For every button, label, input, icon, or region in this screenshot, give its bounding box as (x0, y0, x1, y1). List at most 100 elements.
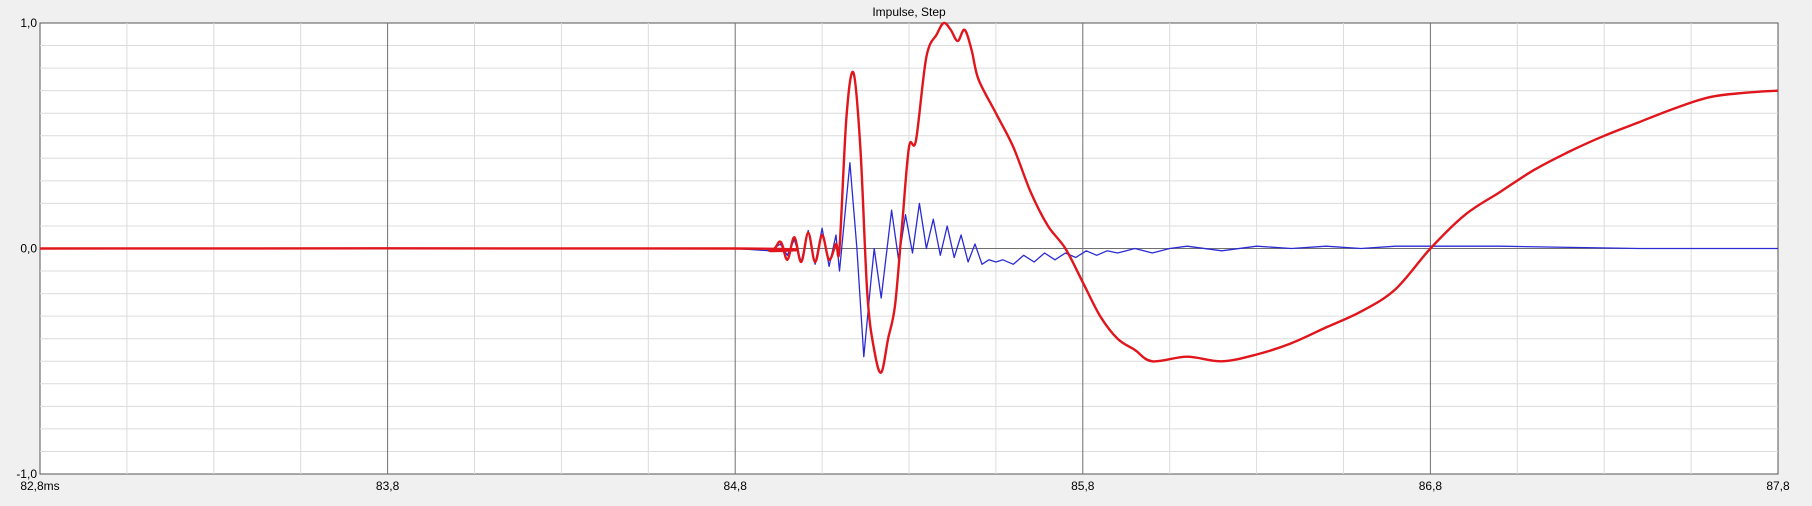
data-point (1673, 108, 1674, 109)
data-point (940, 255, 941, 256)
data-point (1534, 169, 1535, 170)
data-point (808, 232, 809, 233)
data-point (1499, 192, 1500, 193)
data-point (846, 117, 847, 118)
data-point (1638, 122, 1639, 123)
x-tick-label: 82,8ms (20, 479, 59, 493)
data-point (1096, 255, 1097, 256)
data-point (787, 259, 788, 260)
data-point (835, 234, 836, 235)
data-point (1187, 246, 1188, 247)
data-point (780, 241, 781, 242)
data-point (1395, 289, 1396, 290)
data-point (943, 22, 944, 23)
data-point (1075, 257, 1076, 258)
data-point (870, 282, 871, 283)
data-point (1065, 248, 1066, 249)
grid (40, 23, 1778, 474)
data-point (912, 252, 913, 253)
data-point (1169, 248, 1170, 249)
data-point (1002, 259, 1003, 260)
x-tick-label: 84,8 (724, 479, 748, 493)
data-point (1152, 361, 1153, 362)
data-point (905, 214, 906, 215)
data-point (954, 257, 955, 258)
data-point (735, 248, 736, 249)
data-point (1256, 354, 1257, 355)
data-point (1044, 252, 1045, 253)
data-point (1708, 97, 1709, 98)
data-point (1256, 246, 1257, 247)
data-point (1569, 151, 1570, 152)
data-point (968, 261, 969, 262)
data-point (978, 79, 979, 80)
x-tick-label: 83,8 (376, 479, 400, 493)
data-point (787, 255, 788, 256)
data-point (1117, 338, 1118, 339)
data-point (1291, 343, 1292, 344)
data-point (39, 248, 40, 249)
data-point (1777, 90, 1778, 91)
data-point (1023, 255, 1024, 256)
data-point (915, 140, 916, 141)
data-point (1221, 250, 1222, 251)
series-layer (39, 21, 1779, 374)
data-point (1013, 264, 1014, 265)
data-point (1638, 248, 1639, 249)
data-point (981, 264, 982, 265)
data-point (1291, 248, 1292, 249)
impulse-series-line (40, 162, 1778, 358)
data-point (1065, 252, 1066, 253)
data-point (849, 162, 850, 163)
data-point (961, 234, 962, 235)
data-point (1034, 261, 1035, 262)
data-point (895, 304, 896, 305)
data-point (881, 298, 882, 299)
data-point (1604, 135, 1605, 136)
data-point (1395, 246, 1396, 247)
data-point (1054, 259, 1055, 260)
data-point (1082, 282, 1083, 283)
data-point (947, 225, 948, 226)
data-point (926, 56, 927, 57)
data-point (1030, 192, 1031, 193)
data-point (822, 234, 823, 235)
data-point (957, 40, 958, 41)
data-point (908, 146, 909, 147)
data-point (1360, 311, 1361, 312)
tick-labels: 82,8ms 83,8 84,8 85,8 86,8 87,8 1,0 0,0 -1,0 (16, 16, 1790, 493)
data-point (1107, 250, 1108, 251)
data-point (1152, 252, 1153, 253)
data-point (891, 210, 892, 211)
data-point (769, 250, 770, 251)
data-point (801, 261, 802, 262)
data-point (1326, 246, 1327, 247)
data-point (881, 372, 882, 373)
data-point (1086, 250, 1087, 251)
data-point (888, 338, 889, 339)
data-point (829, 259, 830, 260)
data-point (936, 34, 937, 35)
data-point (856, 248, 857, 249)
step-series-line (39, 21, 1779, 374)
data-point (815, 261, 816, 262)
data-point (829, 266, 830, 267)
data-point (1187, 356, 1188, 357)
data-point (1326, 327, 1327, 328)
data-point (1499, 246, 1500, 247)
data-point (1360, 248, 1361, 249)
data-point (974, 243, 975, 244)
chart-title: Impulse, Step (872, 5, 946, 19)
data-point (901, 225, 902, 226)
data-point (874, 248, 875, 249)
y-tick-label: -1,0 (16, 467, 37, 481)
data-point (988, 259, 989, 260)
data-point (1221, 361, 1222, 362)
data-point (1013, 146, 1014, 147)
data-point (863, 356, 864, 357)
data-point (1134, 248, 1135, 249)
data-point (822, 228, 823, 229)
data-point (926, 248, 927, 249)
